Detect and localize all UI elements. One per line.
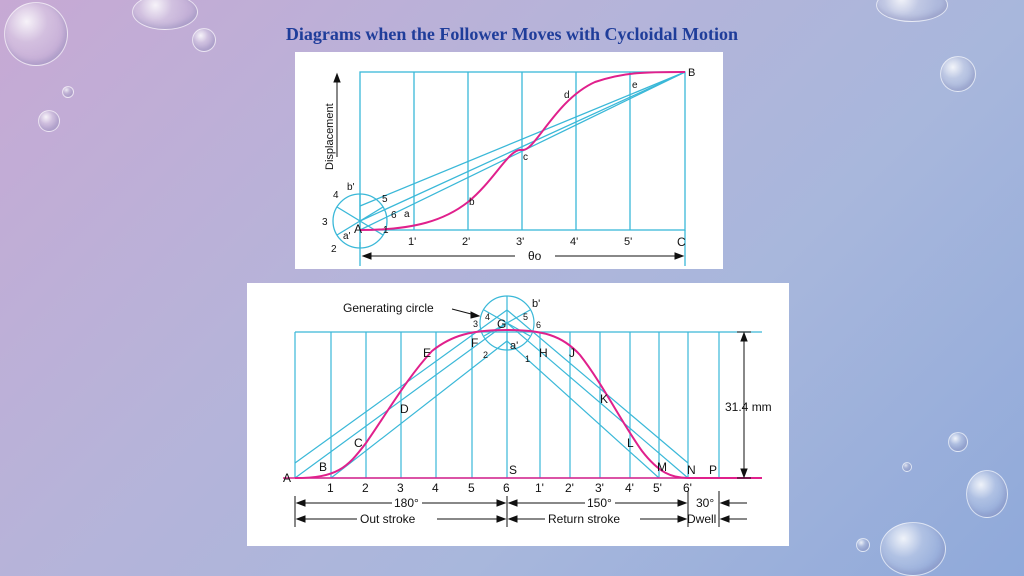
x-tick-out-3: 3 bbox=[397, 481, 404, 495]
y-axis-label: Displacement bbox=[324, 103, 336, 170]
decorative-bubble bbox=[902, 462, 912, 472]
point-B: B bbox=[319, 460, 327, 474]
x-tick-return-4: 4' bbox=[625, 481, 634, 495]
decorative-bubble bbox=[940, 56, 976, 92]
rise-return-svg: Generating circle A B C D E F G H J K L … bbox=[283, 295, 772, 527]
curve-point-d: d bbox=[564, 90, 570, 101]
x-tick-out-2: 2 bbox=[362, 481, 369, 495]
circle-number-6: 6 bbox=[536, 320, 541, 330]
x-tick-return-5: 5' bbox=[653, 481, 662, 495]
decorative-bubble bbox=[192, 28, 216, 52]
slide-title: Diagrams when the Follower Moves with Cy… bbox=[285, 24, 739, 44]
curve-point-a: a bbox=[404, 209, 410, 220]
point-L: L bbox=[627, 436, 634, 450]
angle-theta-o: θo bbox=[528, 249, 542, 263]
x-tick-return-2: 2' bbox=[565, 481, 574, 495]
circle-number-6: 6 bbox=[391, 210, 397, 221]
point-E: E bbox=[423, 346, 431, 360]
circle-number-3: 3 bbox=[473, 319, 478, 329]
decorative-bubble bbox=[856, 538, 870, 552]
circle-point-b-prime: b' bbox=[532, 298, 540, 310]
circle-number-2: 2 bbox=[331, 244, 337, 255]
x-tick-return-3: 3' bbox=[595, 481, 604, 495]
lift-label: 31.4 mm bbox=[725, 400, 772, 414]
point-H: H bbox=[539, 346, 548, 360]
x-tick-out-4: 4 bbox=[432, 481, 439, 495]
point-C: C bbox=[677, 235, 686, 249]
curve-point-b: b bbox=[469, 197, 475, 208]
decorative-bubble bbox=[966, 470, 1008, 518]
x-tick-return-6: 6' bbox=[683, 481, 692, 495]
x-tick-out-1: 1 bbox=[327, 481, 334, 495]
x-tick-4: 4' bbox=[570, 236, 578, 248]
point-J: J bbox=[569, 346, 575, 360]
point-M: M bbox=[657, 460, 667, 474]
circle-number-4: 4 bbox=[485, 312, 490, 322]
circle-number-3: 3 bbox=[322, 217, 328, 228]
decorative-bubble bbox=[62, 86, 74, 98]
out-stroke-label: Out stroke bbox=[360, 512, 416, 526]
curve-point-c: c bbox=[523, 152, 528, 163]
generating-circle-label: Generating circle bbox=[343, 301, 434, 315]
displacement-diagram-svg: Displacement B C A 1' 2' 3' 4' 5' a b c … bbox=[322, 67, 695, 266]
point-B: B bbox=[688, 67, 695, 79]
decorative-bubble bbox=[38, 110, 60, 132]
return-stroke-label: Return stroke bbox=[548, 512, 620, 526]
point-C: C bbox=[354, 436, 363, 450]
point-A: A bbox=[354, 222, 362, 236]
point-K: K bbox=[600, 392, 608, 406]
circle-point-a-prime: a' bbox=[510, 340, 518, 352]
dwell-label: Dwell bbox=[687, 512, 716, 526]
circle-number-1: 1 bbox=[525, 354, 530, 364]
circle-number-5: 5 bbox=[382, 194, 388, 205]
out-angle-label: 180° bbox=[394, 496, 419, 510]
point-N: N bbox=[687, 463, 696, 477]
point-S: S bbox=[509, 463, 517, 477]
point-P: P bbox=[709, 463, 717, 477]
x-tick-1: 1' bbox=[408, 236, 416, 248]
displacement-diagram-cycloidal: Displacement B C A 1' 2' 3' 4' 5' a b c … bbox=[295, 52, 723, 269]
x-tick-5: 5' bbox=[624, 236, 632, 248]
return-angle-label: 150° bbox=[587, 496, 612, 510]
curve-point-e: e bbox=[632, 80, 638, 91]
point-A: A bbox=[283, 471, 291, 485]
decorative-bubble bbox=[132, 0, 198, 30]
point-F: F bbox=[471, 336, 478, 350]
decorative-bubble bbox=[948, 432, 968, 452]
circle-number-4: 4 bbox=[333, 190, 339, 201]
cycloidal-rise-return-curve bbox=[294, 328, 762, 479]
point-D: D bbox=[400, 402, 409, 416]
x-tick-3: 3' bbox=[516, 236, 524, 248]
circle-number-5: 5 bbox=[523, 312, 528, 322]
circle-point-a-prime: a' bbox=[343, 231, 351, 242]
x-tick-2: 2' bbox=[462, 236, 470, 248]
decorative-bubble bbox=[4, 2, 68, 66]
x-tick-out-5: 5 bbox=[468, 481, 475, 495]
cycloidal-displacement-curve bbox=[359, 71, 686, 231]
dwell-angle-label: 30° bbox=[696, 496, 714, 510]
x-tick-out-6: 6 bbox=[503, 481, 510, 495]
decorative-bubble bbox=[876, 0, 948, 22]
circle-number-2: 2 bbox=[483, 350, 488, 360]
circle-point-b-prime: b' bbox=[347, 182, 355, 193]
decorative-bubble bbox=[880, 522, 946, 576]
circle-number-1: 1 bbox=[383, 225, 389, 236]
x-tick-return-1: 1' bbox=[535, 481, 544, 495]
rise-return-dwell-diagram: Generating circle A B C D E F G H J K L … bbox=[247, 283, 789, 546]
point-G: G bbox=[497, 317, 506, 331]
